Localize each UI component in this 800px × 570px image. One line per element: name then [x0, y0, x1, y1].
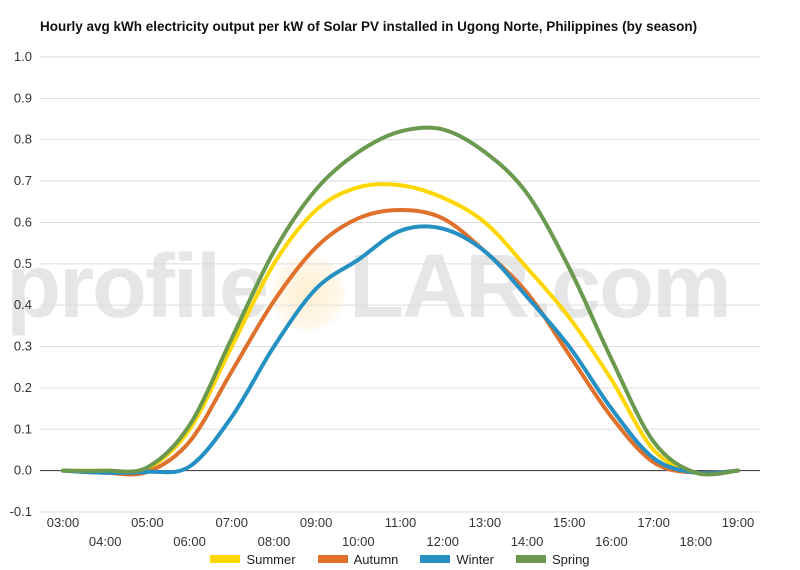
legend-label: Spring	[551, 551, 590, 567]
legend-item-summer: Summer	[210, 550, 296, 568]
y-tick-label: 0.0	[14, 463, 32, 478]
x-tick-label: 19:00	[722, 515, 755, 530]
x-tick-label: 18:00	[680, 534, 713, 549]
x-tick-label: 10:00	[342, 534, 375, 549]
x-tick-label: 03:00	[47, 515, 80, 530]
series-line-autumn	[61, 208, 740, 477]
y-tick-label: 0.7	[14, 173, 32, 188]
x-tick-label: 11:00	[385, 515, 417, 530]
x-tick-label: 06:00	[173, 534, 206, 549]
y-tick-label: 0.4	[14, 297, 32, 312]
legend-label: Autumn	[353, 551, 399, 567]
y-tick-label: 1.0	[14, 49, 32, 64]
x-tick-label: 17:00	[637, 515, 670, 530]
legend: Summer Autumn Winter Spring	[0, 550, 800, 568]
x-tick-label: 16:00	[595, 534, 628, 549]
legend-item-autumn: Autumn	[317, 550, 399, 568]
x-tick-label: 14:00	[511, 534, 544, 549]
x-tick-label: 04:00	[89, 534, 122, 549]
x-tick-label: 05:00	[131, 515, 164, 530]
legend-label: Summer	[246, 551, 296, 567]
legend-item-spring: Spring	[515, 550, 590, 568]
series-line-summer	[61, 182, 740, 476]
y-tick-label: 0.2	[14, 380, 32, 395]
x-tick-label: 15:00	[553, 515, 586, 530]
y-tick-label: 0.8	[14, 132, 32, 147]
legend-swatch	[515, 555, 546, 563]
x-tick-label: 08:00	[258, 534, 291, 549]
legend-swatch	[210, 555, 241, 563]
y-tick-label: 0.3	[14, 339, 32, 354]
y-tick-label: 0.6	[14, 214, 32, 229]
series-line-winter	[61, 224, 740, 476]
legend-swatch	[420, 555, 451, 563]
x-tick-label: 07:00	[215, 515, 248, 530]
series-line-spring	[61, 125, 740, 477]
legend-item-winter: Winter	[420, 550, 494, 568]
y-tick-label: 0.1	[14, 421, 32, 436]
x-tick-label: 13:00	[469, 515, 502, 530]
y-tick-label: -0.1	[10, 504, 32, 519]
y-tick-label: 0.9	[14, 90, 32, 105]
chart-title: Hourly avg kWh electricity output per kW…	[40, 19, 698, 34]
legend-swatch	[317, 555, 348, 563]
y-tick-label: 0.5	[14, 256, 32, 271]
x-tick-label: 12:00	[426, 534, 459, 549]
legend-label: Winter	[456, 551, 494, 567]
x-tick-label: 09:00	[300, 515, 333, 530]
